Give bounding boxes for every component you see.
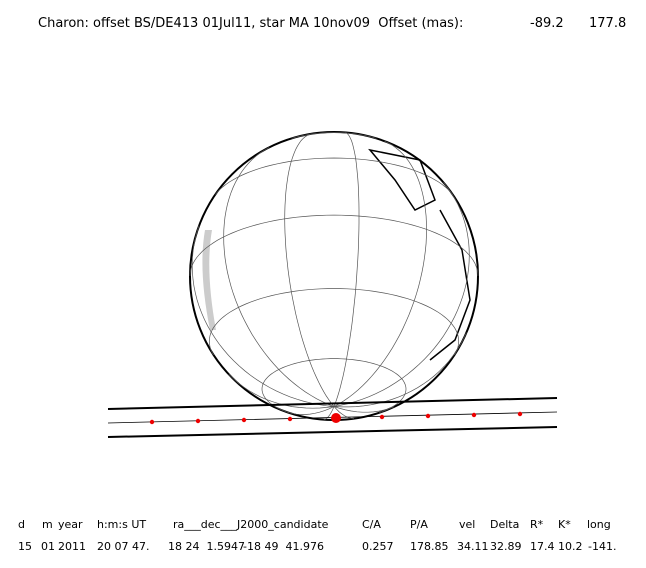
cell: 18 24 1.5947 [168, 540, 245, 553]
column-header: year [58, 518, 83, 531]
cell: 10.2 [558, 540, 583, 553]
cell: -141. [588, 540, 616, 553]
cell: 01 [41, 540, 55, 553]
cell: 178.85 [410, 540, 449, 553]
column-header: vel [459, 518, 475, 531]
grid-line [333, 132, 360, 407]
title: Charon: offset BS/DE413 01Jul11, star MA… [38, 16, 463, 31]
graticule [189, 132, 479, 420]
cell: 34.11 [457, 540, 489, 553]
cell: 0.257 [362, 540, 394, 553]
grid-line [333, 406, 355, 419]
grid-line [323, 406, 335, 420]
column-header: K* [558, 518, 571, 531]
globe [189, 131, 479, 421]
shadow-edge [107, 397, 558, 410]
cell: 2011 [58, 540, 86, 553]
column-header: R* [530, 518, 544, 531]
cell: 17.4 [530, 540, 555, 553]
column-header: C/A [362, 518, 381, 531]
grid-line [284, 133, 335, 407]
grid-line [228, 374, 335, 409]
grid-line [223, 147, 335, 407]
column-header: long [587, 518, 611, 531]
land-shade [202, 230, 216, 330]
column-header: h:m:s UT [97, 518, 146, 531]
column-header: P/A [410, 518, 428, 531]
column-header: m [42, 518, 53, 531]
grid-line [215, 157, 453, 195]
grid-line [291, 132, 377, 139]
column-header: d [18, 518, 25, 531]
grid-line [333, 182, 470, 407]
grid-line [287, 406, 335, 415]
grid-line [261, 358, 407, 414]
column-header: ra___dec___J2000_candidate [173, 518, 329, 531]
grid-line [333, 140, 427, 407]
offset-value: -89.2 [530, 16, 564, 31]
grid-line [189, 214, 479, 277]
coastline [429, 209, 471, 361]
column-header: Delta [490, 518, 519, 531]
cell: -18 49 41.976 [243, 540, 324, 553]
time-marks [149, 411, 523, 425]
cell: 15 [18, 540, 32, 553]
grid-line [333, 332, 467, 408]
shadow-edge [107, 426, 558, 438]
grid-line [333, 406, 395, 413]
cell: 20 07 47. [97, 540, 149, 553]
cell: 32.89 [490, 540, 522, 553]
offset-value: 177.8 [589, 16, 626, 31]
event-table: d m year h:m:s UT ra___dec___J2000_candidate… [18, 518, 616, 553]
grid-line [191, 225, 335, 407]
